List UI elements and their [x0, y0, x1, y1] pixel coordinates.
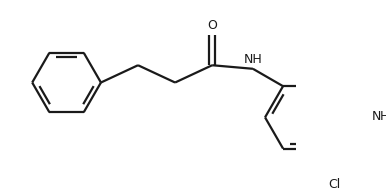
Text: NH: NH	[244, 53, 262, 66]
Text: O: O	[207, 19, 217, 32]
Text: Cl: Cl	[328, 178, 340, 190]
Text: NH$_2$: NH$_2$	[371, 110, 386, 125]
